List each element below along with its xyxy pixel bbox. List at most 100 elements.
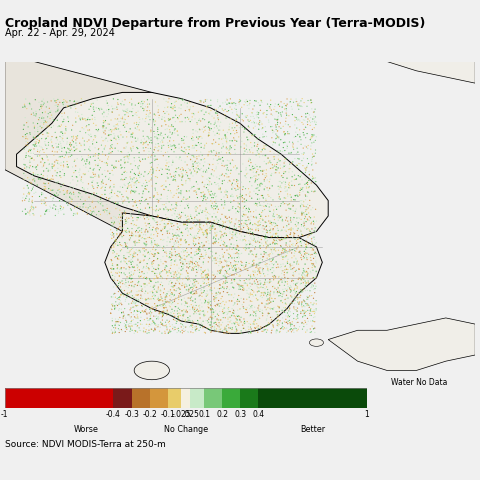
Point [260,281,267,289]
Point [185,201,192,208]
Point [116,294,124,301]
Point [253,308,261,316]
Point [151,270,159,278]
Point [101,168,108,175]
Point [168,162,176,169]
Point [286,166,294,173]
Point [126,275,134,283]
Point [262,219,270,227]
Point [198,289,205,297]
Point [294,284,301,291]
Point [163,108,171,116]
Point [189,264,196,272]
Point [295,160,303,168]
Point [262,233,270,241]
Point [125,253,132,261]
Point [232,275,240,282]
Point [152,180,160,188]
Point [129,258,136,265]
Point [76,172,84,180]
Point [79,201,87,209]
Point [122,188,130,196]
Point [184,232,192,240]
Point [197,133,204,141]
Point [169,159,177,167]
Point [189,326,196,334]
Point [223,139,230,146]
Point [278,233,286,240]
Point [171,246,179,254]
Point [32,108,40,116]
Point [139,265,147,273]
Point [184,287,192,295]
Point [172,280,180,288]
Point [227,160,234,168]
Point [309,281,316,289]
Text: -0.2: -0.2 [142,409,157,418]
Point [294,315,301,323]
Point [195,159,203,167]
Point [151,112,159,120]
Point [171,126,179,133]
Point [277,228,285,235]
Point [216,282,224,289]
Point [121,328,129,336]
Point [248,132,256,140]
Point [266,278,274,286]
Point [167,270,175,277]
Point [238,233,245,240]
Point [215,328,223,336]
Point [161,118,169,125]
Point [191,324,199,332]
Point [46,168,54,175]
Point [303,293,311,301]
Point [282,110,290,118]
Point [194,166,202,173]
Point [276,148,284,156]
Point [283,259,291,267]
Point [110,220,118,228]
Point [232,266,240,274]
Point [114,141,121,148]
Point [152,141,159,149]
Point [42,119,49,126]
Point [282,228,290,236]
Point [232,319,240,326]
Point [282,118,289,126]
Point [241,233,249,240]
Point [266,148,274,156]
Point [217,172,225,180]
Point [133,288,141,296]
Point [214,119,222,126]
Point [193,325,201,333]
Point [311,263,318,270]
Point [291,294,299,302]
Point [184,114,192,122]
Point [40,100,48,108]
Point [146,160,154,168]
Point [167,290,174,298]
Point [205,319,213,326]
Point [179,276,187,283]
Point [58,129,66,137]
Point [237,266,244,274]
Point [252,226,260,234]
Point [154,125,161,132]
Point [186,312,194,320]
Point [223,224,231,231]
Point [51,192,59,200]
Point [284,193,292,201]
Point [216,316,224,324]
Point [60,198,68,205]
Point [70,212,77,220]
Point [29,134,37,142]
Point [169,252,177,260]
Point [152,288,160,295]
Point [312,174,319,182]
Point [23,149,30,157]
Point [132,240,139,248]
Point [297,239,305,246]
Point [304,265,312,273]
Point [198,286,205,294]
Point [229,307,237,314]
